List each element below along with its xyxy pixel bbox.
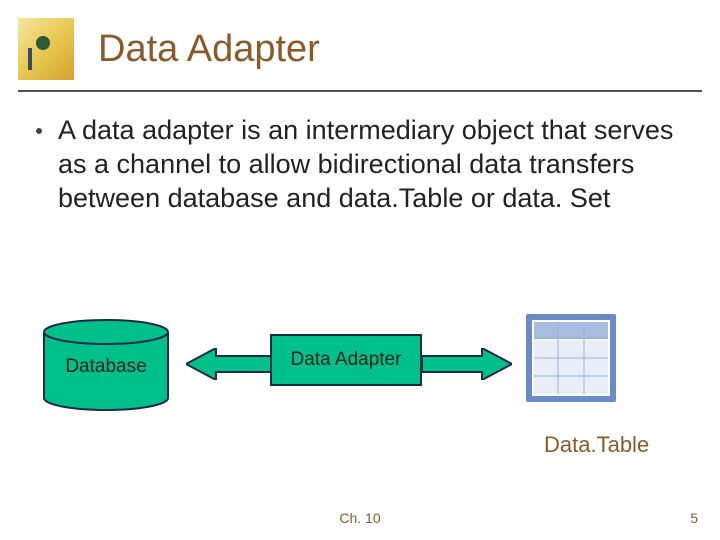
- footer-chapter: Ch. 10: [0, 510, 720, 526]
- header: Data Adapter: [0, 0, 720, 80]
- arrow-right-icon: [422, 348, 512, 380]
- footer-page-number: 5: [690, 510, 698, 526]
- bullet-dot-icon: [36, 128, 42, 134]
- adapter-box: Data Adapter: [270, 334, 422, 386]
- bullet-item: A data adapter is an intermediary object…: [36, 114, 680, 215]
- datatable-label: Data.Table: [544, 432, 649, 458]
- datatable-icon: [524, 312, 618, 404]
- arrow-left-icon: [186, 348, 276, 380]
- database-label: Database: [56, 356, 156, 378]
- slide-title: Data Adapter: [98, 28, 320, 71]
- diagram: Database Data Adapter Data.Table: [0, 312, 720, 462]
- slide-logo-icon: [18, 18, 74, 80]
- bullet-text: A data adapter is an intermediary object…: [58, 114, 680, 215]
- bullet-list: A data adapter is an intermediary object…: [36, 114, 680, 215]
- adapter-label: Data Adapter: [291, 349, 402, 371]
- header-divider: [18, 90, 702, 92]
